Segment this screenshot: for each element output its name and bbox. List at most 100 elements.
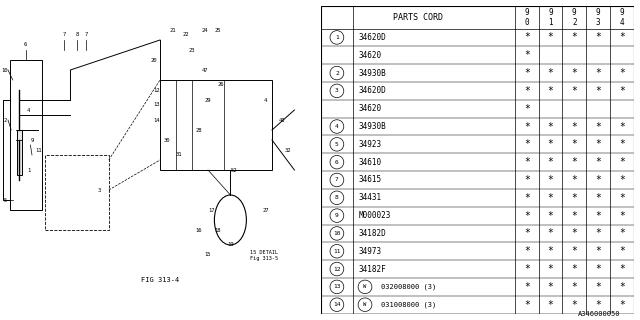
Text: *: * [572, 139, 577, 149]
Text: 15: 15 [205, 252, 211, 258]
Text: *: * [548, 139, 554, 149]
Text: 8: 8 [75, 33, 79, 37]
Text: 32: 32 [285, 148, 291, 153]
Text: 17: 17 [208, 207, 214, 212]
Text: 6: 6 [335, 160, 339, 165]
Text: *: * [595, 300, 601, 310]
Text: *: * [548, 282, 554, 292]
Text: 26: 26 [218, 83, 224, 87]
Text: *: * [572, 86, 577, 96]
Text: *: * [548, 122, 554, 132]
Text: 52: 52 [230, 167, 237, 172]
Text: 29: 29 [205, 98, 211, 102]
Text: *: * [595, 139, 601, 149]
Text: 10: 10 [1, 68, 8, 73]
Text: 12: 12 [333, 267, 340, 272]
Text: 24: 24 [202, 28, 208, 33]
Text: *: * [524, 300, 530, 310]
Text: 3: 3 [335, 88, 339, 93]
Text: 7: 7 [62, 33, 66, 37]
Text: *: * [524, 211, 530, 220]
Bar [10, 60, 42, 210]
Text: *: * [619, 300, 625, 310]
Text: 4: 4 [335, 124, 339, 129]
Text: *: * [595, 211, 601, 220]
Text: 5: 5 [335, 142, 339, 147]
Text: 1: 1 [335, 35, 339, 40]
Text: *: * [619, 264, 625, 274]
Text: *: * [595, 175, 601, 185]
Text: 19: 19 [227, 243, 234, 247]
Text: 9
1: 9 1 [548, 8, 553, 27]
Text: *: * [548, 193, 554, 203]
Text: *: * [548, 175, 554, 185]
Text: 28: 28 [195, 127, 202, 132]
Text: *: * [619, 228, 625, 238]
Text: *: * [595, 32, 601, 43]
Text: *: * [548, 264, 554, 274]
Text: 13: 13 [333, 284, 340, 289]
Text: *: * [524, 264, 530, 274]
Text: *: * [524, 157, 530, 167]
Text: *: * [524, 193, 530, 203]
Text: 7: 7 [84, 33, 88, 37]
Text: *: * [524, 86, 530, 96]
Text: *: * [548, 32, 554, 43]
Text: M000023: M000023 [359, 211, 391, 220]
Text: PARTS CORD: PARTS CORD [393, 13, 443, 22]
Text: FIG 313-4: FIG 313-4 [141, 277, 179, 283]
Text: 20: 20 [150, 58, 157, 62]
Text: *: * [524, 246, 530, 256]
Text: *: * [572, 282, 577, 292]
Text: 7: 7 [335, 178, 339, 182]
Text: *: * [619, 211, 625, 220]
Text: W: W [364, 302, 367, 307]
Text: 34182F: 34182F [359, 265, 387, 274]
Text: *: * [619, 86, 625, 96]
Text: 34431: 34431 [359, 193, 382, 202]
Text: *: * [595, 122, 601, 132]
Text: 34615: 34615 [359, 175, 382, 184]
Text: *: * [524, 228, 530, 238]
Text: 34610: 34610 [359, 158, 382, 167]
Text: *: * [619, 157, 625, 167]
Text: 23: 23 [189, 47, 195, 52]
Text: *: * [524, 68, 530, 78]
Text: *: * [619, 175, 625, 185]
Text: 8: 8 [335, 195, 339, 200]
Text: *: * [548, 68, 554, 78]
Text: 13: 13 [154, 102, 160, 108]
Text: *: * [572, 68, 577, 78]
Text: 27: 27 [262, 207, 269, 212]
Text: *: * [619, 193, 625, 203]
Text: 34923: 34923 [359, 140, 382, 149]
Text: 43: 43 [278, 117, 285, 123]
Text: *: * [595, 228, 601, 238]
Text: 34182D: 34182D [359, 229, 387, 238]
Text: *: * [619, 139, 625, 149]
Text: 15 DETAIL
Fig 313-5: 15 DETAIL Fig 313-5 [250, 250, 278, 261]
Text: 9
2: 9 2 [572, 8, 577, 27]
Bar [45, 155, 109, 230]
Text: *: * [572, 32, 577, 43]
Text: 9
3: 9 3 [596, 8, 600, 27]
Text: 2: 2 [3, 117, 6, 123]
Text: *: * [572, 264, 577, 274]
Text: *: * [572, 211, 577, 220]
Text: *: * [619, 122, 625, 132]
Bar [17, 130, 22, 175]
Text: 6: 6 [24, 43, 28, 47]
Text: *: * [572, 122, 577, 132]
Text: 032008000 (3): 032008000 (3) [381, 284, 436, 290]
Text: 3: 3 [97, 188, 101, 193]
Text: *: * [524, 139, 530, 149]
Text: 31: 31 [176, 153, 182, 157]
Text: 4: 4 [27, 108, 31, 113]
Text: *: * [548, 211, 554, 220]
Text: 34930B: 34930B [359, 68, 387, 77]
Text: 34620: 34620 [359, 104, 382, 113]
Text: 34930B: 34930B [359, 122, 387, 131]
Text: 031008000 (3): 031008000 (3) [381, 301, 436, 308]
Text: *: * [619, 32, 625, 43]
Text: 16: 16 [195, 228, 202, 233]
